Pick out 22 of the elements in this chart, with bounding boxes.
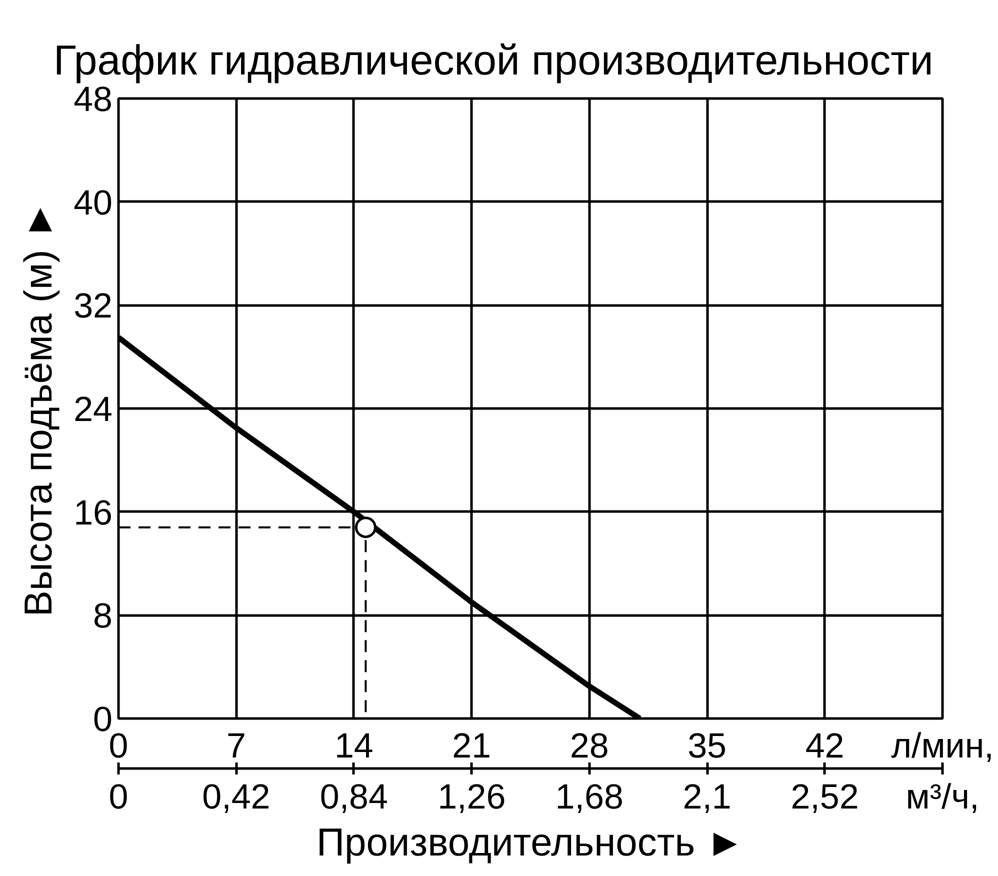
x-axis-title: Производительность ►: [316, 822, 744, 864]
y-tick-label: 8: [93, 596, 113, 636]
x2-tick-label: 1,68: [555, 778, 624, 816]
x2-tick-label: 1,26: [438, 778, 506, 816]
x2-tick-label: 0,42: [202, 778, 270, 816]
text: м³/ч,: [906, 778, 980, 816]
y-tick-label: 32: [74, 286, 113, 326]
chart-title: График гидравлической производительности: [54, 36, 934, 84]
text: л/мин,: [891, 726, 994, 766]
x2-tick-label: 0,84: [320, 778, 388, 816]
x-tick-label: 14: [334, 726, 374, 766]
y-tick-label: 24: [74, 390, 113, 429]
y-tick-label: 40: [74, 183, 113, 222]
y-tick-label: 16: [74, 493, 113, 532]
y-axis-title: Высота подъёма (м) ►: [18, 200, 61, 617]
x-tick-label: 21: [452, 726, 492, 766]
x-tick-label: 42: [805, 726, 844, 766]
x-tick-label: 28: [570, 726, 609, 766]
x2-tick-label: 2,52: [790, 778, 859, 816]
x-tick-label: 35: [688, 726, 727, 766]
x2-tick-label: 2,1: [682, 778, 732, 816]
x-tick-label: 7: [226, 726, 246, 766]
